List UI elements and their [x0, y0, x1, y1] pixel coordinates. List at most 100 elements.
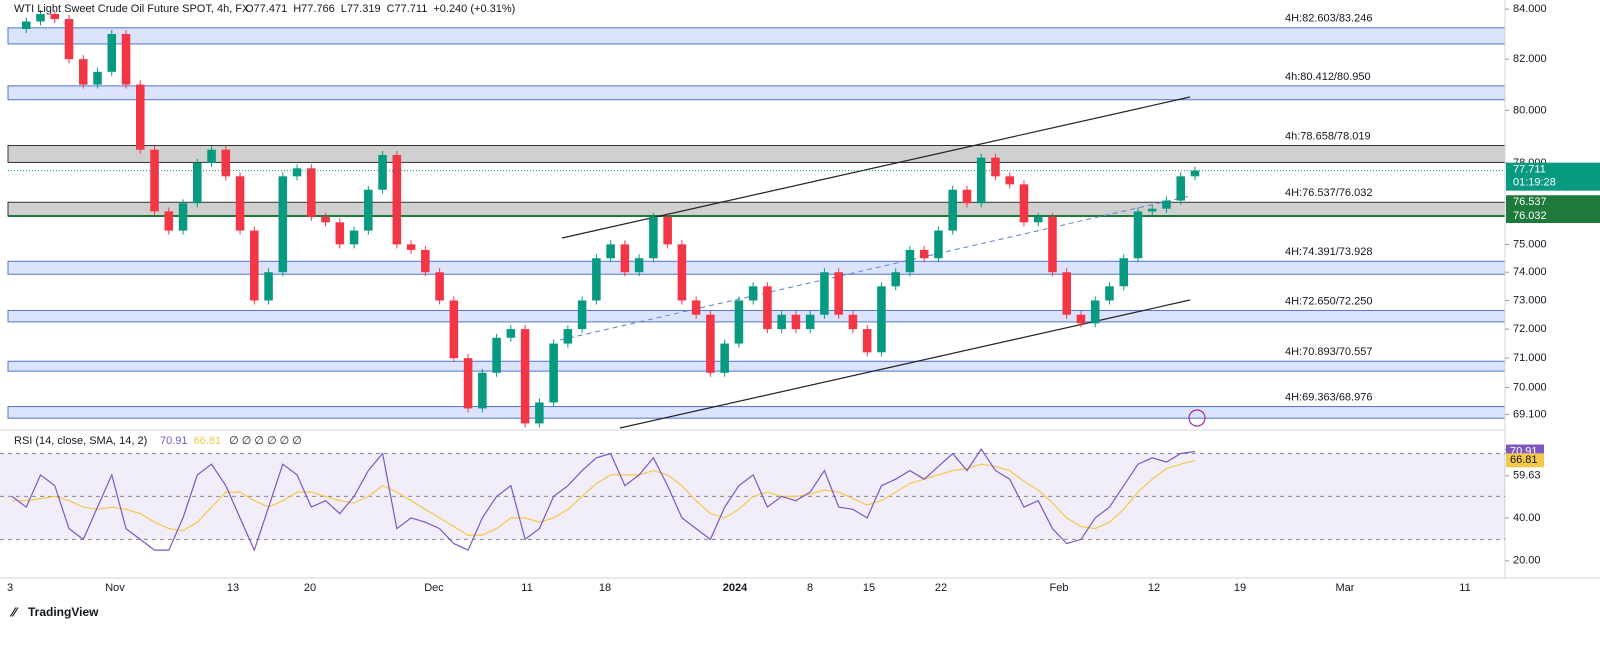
ohlc-value: H77.766	[293, 3, 335, 15]
candle	[1162, 200, 1171, 209]
y-tick-label: 72.000	[1513, 323, 1547, 335]
candle	[349, 230, 359, 245]
candles	[21, 10, 1200, 428]
candle	[877, 286, 886, 353]
candle	[392, 154, 402, 245]
candle	[64, 19, 74, 60]
candle	[976, 157, 986, 204]
candle	[962, 189, 972, 204]
candle	[620, 244, 630, 273]
candle	[121, 33, 131, 85]
candle	[649, 216, 658, 259]
zone	[7, 145, 1506, 163]
candle	[1005, 176, 1014, 185]
candle	[193, 162, 202, 204]
candle	[221, 149, 231, 177]
y-tick-label: 84.000	[1513, 3, 1547, 15]
x-tick-label: Mar	[1336, 582, 1355, 594]
rsi-line	[11, 448, 1196, 552]
candle	[1105, 286, 1114, 301]
candle	[1062, 272, 1071, 315]
x-tick-label: 11	[1459, 582, 1470, 594]
candle	[321, 216, 330, 223]
x-tick-label: 11	[521, 582, 532, 594]
x-tick-label: 13	[227, 582, 239, 594]
candle	[791, 314, 801, 330]
brand: TradingView	[28, 605, 99, 619]
x-tick-label: 3	[7, 582, 13, 594]
y-tick-label: 70.000	[1513, 381, 1547, 393]
candle	[1176, 176, 1186, 201]
rsi-title: RSI (14, close, SMA, 14, 2)	[14, 435, 147, 447]
y-tick-label: 69.100	[1513, 408, 1547, 420]
candle	[777, 314, 786, 330]
rsi-empty-values: ∅ ∅ ∅ ∅ ∅ ∅	[229, 435, 302, 447]
candle	[307, 168, 316, 217]
candle	[535, 402, 544, 424]
candle	[50, 14, 60, 20]
rsi-y-tick-label: 20.00	[1513, 555, 1541, 567]
candle	[1019, 184, 1029, 223]
ohlc-value: O77.471	[245, 3, 287, 15]
x-tick-label: 18	[599, 582, 611, 594]
zone	[7, 85, 1506, 101]
candle	[848, 314, 858, 330]
ohlc: O77.471 H77.766 L77.319 C77.711 +0.240 (+0.3…	[245, 3, 515, 15]
zone-label: 4H:76.537/76.032	[1285, 187, 1372, 199]
candle	[563, 329, 573, 344]
x-tick-label: 20	[304, 582, 316, 594]
y-tick-label: 74.000	[1513, 266, 1547, 278]
candle	[421, 249, 430, 273]
brand-logo: ⁄⁄	[9, 604, 19, 619]
last-price-label: 77.711	[1513, 164, 1546, 176]
candle	[1119, 258, 1129, 287]
x-tick-label: 12	[1148, 582, 1160, 594]
candle	[991, 157, 1000, 177]
alert-icon[interactable]	[1188, 409, 1206, 427]
candle	[506, 329, 516, 338]
x-tick-label: 2024	[723, 582, 748, 594]
zone	[7, 27, 1506, 45]
zone	[7, 260, 1506, 275]
rsi-line	[12, 459, 1196, 536]
candle	[934, 230, 943, 259]
candle	[677, 244, 687, 301]
candle	[1033, 216, 1043, 223]
candle	[164, 211, 174, 231]
x-tick-label: 8	[807, 582, 813, 594]
x-tick-label: 19	[1234, 582, 1246, 594]
zone	[7, 309, 1506, 323]
y-tick-label: 80.000	[1513, 104, 1547, 116]
candle	[150, 149, 159, 212]
channel-upper	[561, 96, 1191, 239]
candle	[435, 272, 444, 301]
candle	[478, 372, 487, 409]
rsi-tag	[1506, 453, 1544, 468]
candle	[891, 272, 900, 287]
candle	[78, 59, 88, 85]
chart-title: WTI Light Sweet Crude Oil Future SPOT, 4…	[14, 3, 250, 15]
candle	[264, 272, 273, 301]
candle	[577, 300, 587, 330]
rsi-y-tick-label: 59.63	[1513, 470, 1541, 482]
candle	[492, 337, 501, 373]
zone-label: 4H:74.391/73.928	[1285, 246, 1372, 258]
candle	[36, 14, 45, 22]
price-tag	[1506, 195, 1600, 210]
zone-label: 4h:80.412/80.950	[1285, 71, 1371, 83]
candle	[136, 84, 145, 150]
candle	[235, 176, 245, 231]
candle	[520, 329, 530, 424]
candle	[634, 258, 644, 273]
y-tick-label: 71.000	[1513, 352, 1547, 364]
candle	[549, 343, 558, 403]
candle	[734, 300, 744, 344]
candle	[21, 21, 31, 29]
candle	[763, 286, 772, 330]
candle	[292, 168, 302, 177]
candle	[592, 258, 601, 301]
candle	[834, 272, 843, 315]
candle	[748, 286, 758, 301]
zone	[7, 360, 1506, 372]
